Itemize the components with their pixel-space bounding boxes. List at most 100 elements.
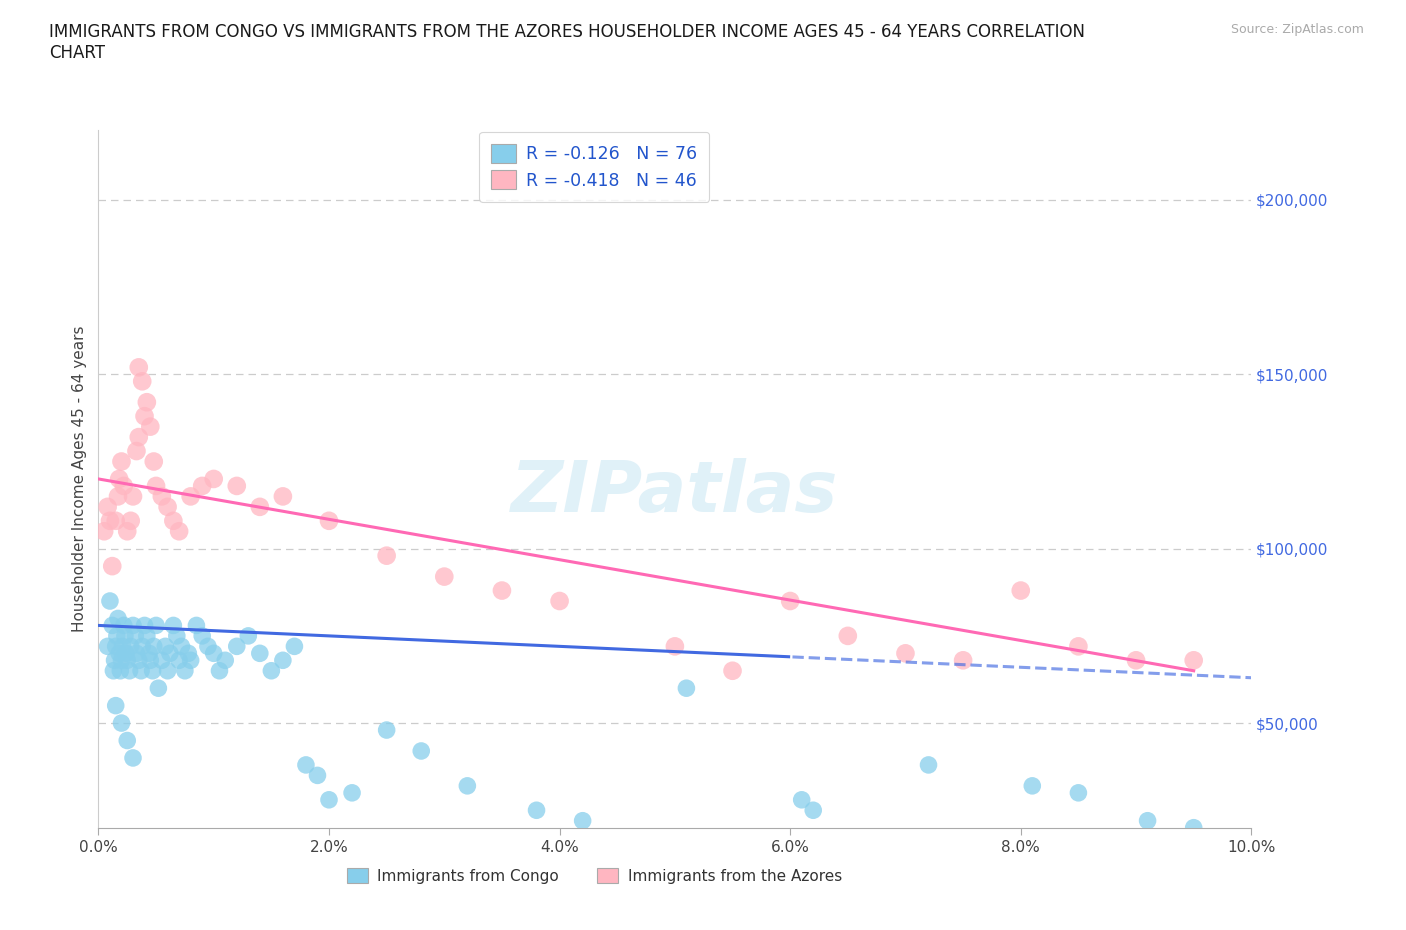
Point [375,723,398,737]
Point [134,408,156,423]
Point [340,785,363,800]
Point [202,472,225,486]
Point [138,645,160,660]
Point [238,629,260,644]
Point [664,639,686,654]
Point [162,618,184,633]
Point [225,639,247,654]
Point [156,499,179,514]
Point [1067,785,1090,800]
Point [112,478,135,493]
Point [145,478,167,493]
Point [104,513,127,528]
Point [170,639,193,654]
Point [1021,778,1043,793]
Point [837,629,859,644]
Point [526,803,548,817]
Point [148,681,170,696]
Point [307,768,329,783]
Point [145,618,167,633]
Point [139,419,162,434]
Point [202,645,225,660]
Point [125,444,148,458]
Point [122,751,145,765]
Point [167,524,190,538]
Point [117,524,139,538]
Point [135,629,157,644]
Point [114,629,136,644]
Point [801,803,824,817]
Point [139,653,162,668]
Point [1182,653,1205,668]
Point [98,593,121,608]
Point [107,611,129,626]
Point [110,653,132,668]
Point [260,663,283,678]
Point [118,663,141,678]
Point [548,593,571,608]
Point [108,645,131,660]
Point [97,499,120,514]
Point [167,653,190,668]
Point [142,639,165,654]
Y-axis label: Householder Income Ages 45 - 64 years: Householder Income Ages 45 - 64 years [72,326,87,632]
Point [174,663,197,678]
Point [375,549,398,564]
Point [249,499,271,514]
Point [318,792,340,807]
Point [1010,583,1032,598]
Point [110,716,132,731]
Text: IMMIGRANTS FROM CONGO VS IMMIGRANTS FROM THE AZORES HOUSEHOLDER INCOME AGES 45 -: IMMIGRANTS FROM CONGO VS IMMIGRANTS FROM… [49,23,1085,62]
Text: Source: ZipAtlas.com: Source: ZipAtlas.com [1230,23,1364,36]
Point [271,489,294,504]
Point [790,792,813,807]
Point [411,744,433,759]
Point [150,489,173,504]
Point [93,524,115,538]
Point [115,645,138,660]
Point [433,569,456,584]
Point [180,653,202,668]
Point [166,629,188,644]
Point [122,618,145,633]
Point [142,663,165,678]
Point [120,513,142,528]
Point [110,454,132,469]
Point [110,663,132,678]
Point [1182,820,1205,835]
Point [225,478,247,493]
Point [135,394,157,409]
Point [191,629,214,644]
Point [128,653,150,668]
Point [98,513,121,528]
Legend: Immigrants from Congo, Immigrants from the Azores: Immigrants from Congo, Immigrants from t… [340,861,848,890]
Point [129,663,152,678]
Point [124,629,146,644]
Point [142,454,165,469]
Point [104,698,127,713]
Point [180,489,202,504]
Point [159,645,181,660]
Point [108,472,131,486]
Point [917,757,939,772]
Point [1125,653,1147,668]
Point [103,653,125,668]
Point [191,478,214,493]
Point [150,653,173,668]
Point [177,645,200,660]
Point [117,733,139,748]
Point [208,663,231,678]
Point [249,645,271,660]
Point [107,489,129,504]
Point [101,618,124,633]
Point [131,374,153,389]
Point [271,653,294,668]
Point [162,513,184,528]
Point [214,653,236,668]
Point [120,639,142,654]
Point [721,663,744,678]
Point [131,639,153,654]
Point [134,618,156,633]
Point [894,645,917,660]
Point [122,489,145,504]
